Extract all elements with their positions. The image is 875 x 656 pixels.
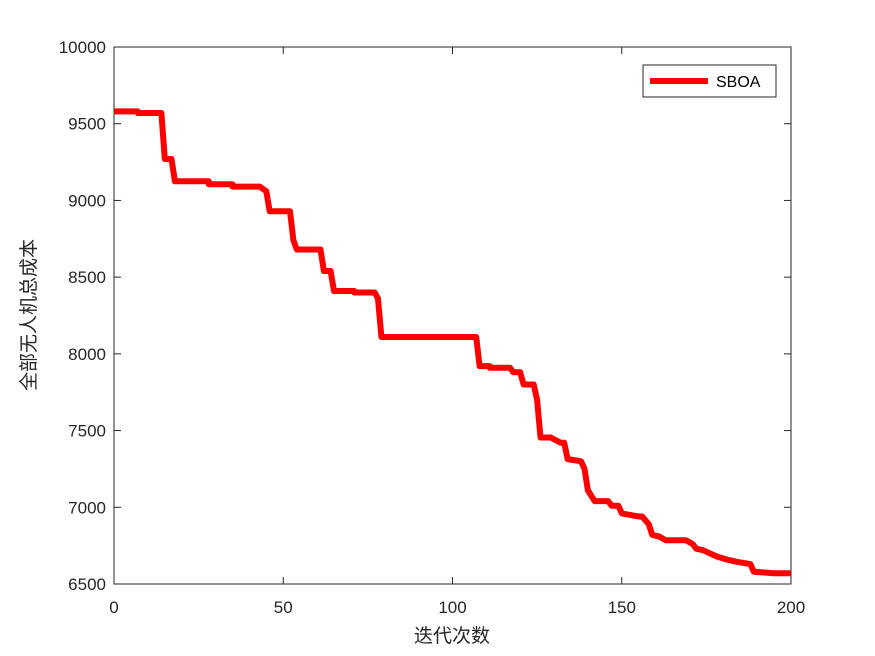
y-axis-label: 全部无人机总成本 xyxy=(18,239,40,391)
x-tick-label: 150 xyxy=(608,598,636,617)
y-tick-label: 8000 xyxy=(68,345,106,364)
x-tick-label: 100 xyxy=(438,598,466,617)
y-tick-label: 8500 xyxy=(68,268,106,287)
x-axis: 0 50 100 150 200 xyxy=(109,47,805,617)
y-tick-label: 7500 xyxy=(68,422,106,441)
y-tick-label: 9500 xyxy=(68,115,106,134)
x-tick-label: 50 xyxy=(274,598,293,617)
x-axis-label: 迭代次数 xyxy=(414,625,490,647)
legend: SBOA xyxy=(642,64,777,98)
y-tick-label: 9000 xyxy=(68,191,106,210)
x-tick-label: 200 xyxy=(777,598,805,617)
x-tick-label: 0 xyxy=(109,598,118,617)
y-tick-label: 6500 xyxy=(68,575,106,594)
y-axis: 6500 7000 7500 8000 8500 9000 9500 10000 xyxy=(59,38,791,594)
plot-area xyxy=(113,46,792,585)
y-tick-label: 7000 xyxy=(68,498,106,517)
series-layer xyxy=(114,108,791,577)
series-line-sboa xyxy=(114,108,791,577)
legend-label-sboa: SBOA xyxy=(716,74,761,91)
y-tick-label: 10000 xyxy=(59,38,106,57)
